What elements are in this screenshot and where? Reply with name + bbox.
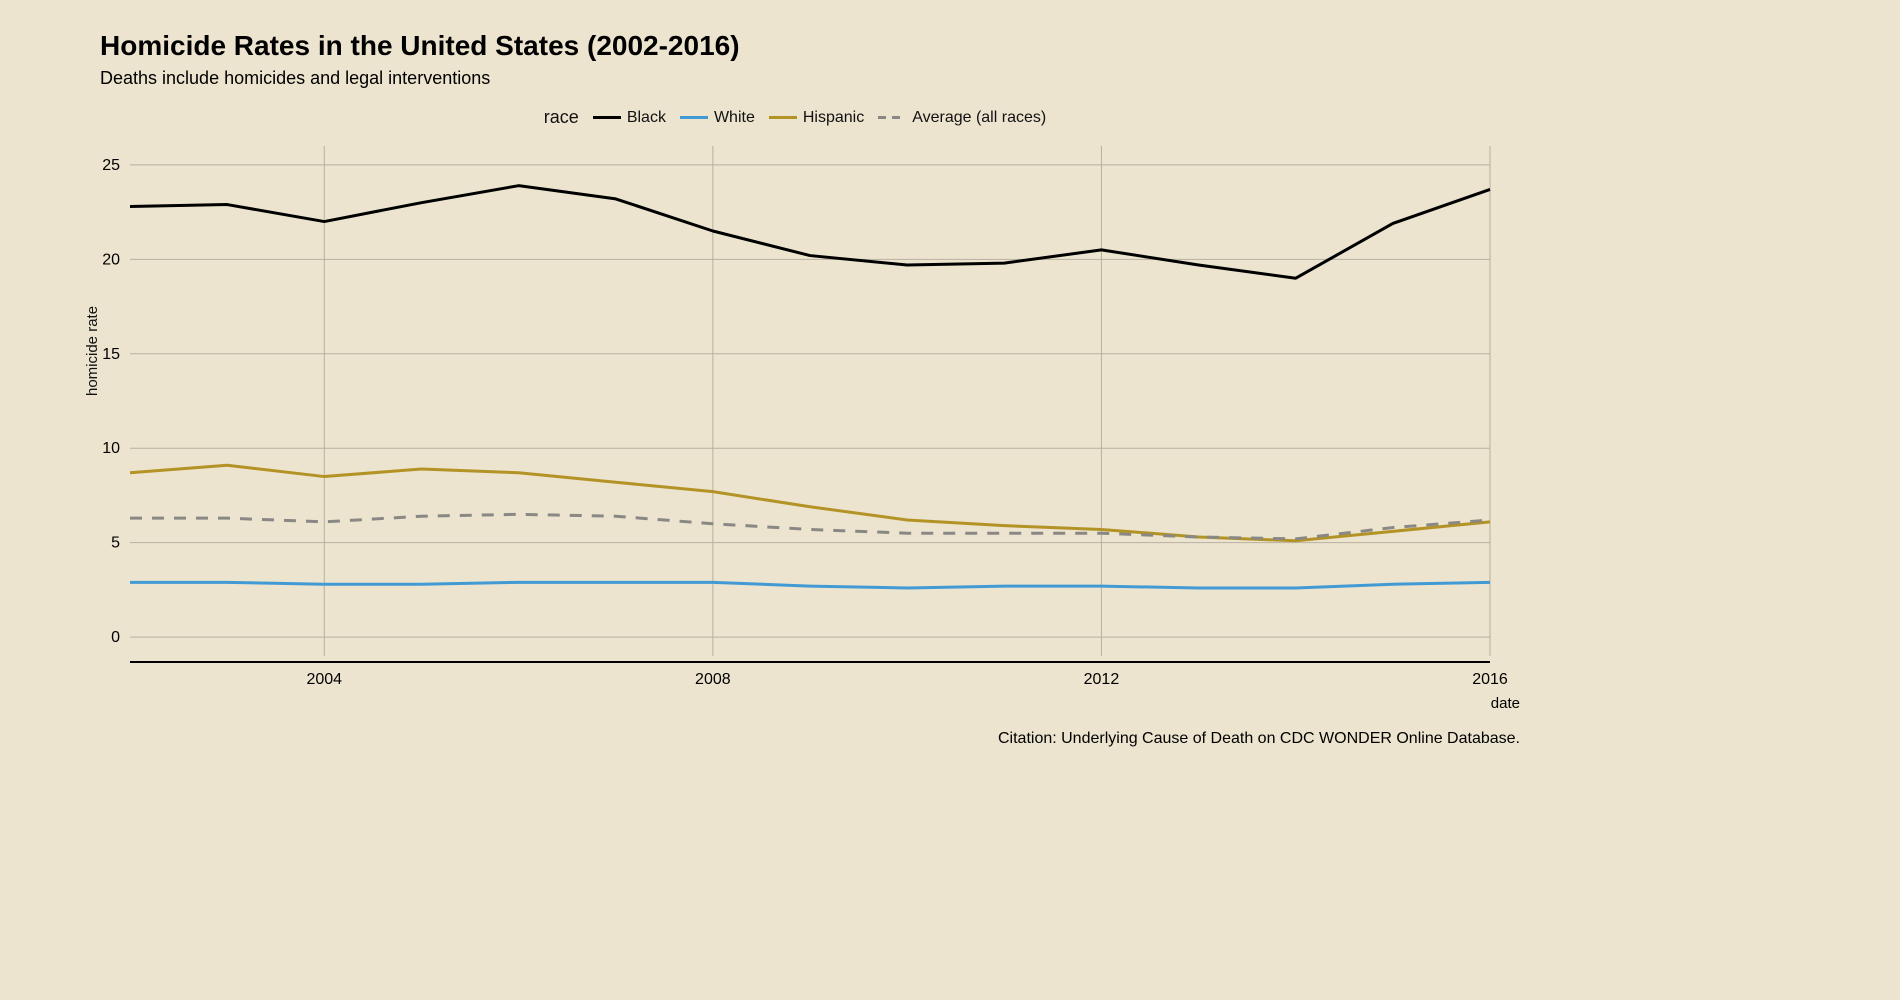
legend-item: Hispanic: [769, 109, 864, 127]
y-tick-label: 15: [102, 346, 120, 363]
series-line: [130, 514, 1490, 539]
chart-svg: 0 5 10 15 20 25 2004 2008 2012 2016: [60, 136, 1520, 696]
x-tick-label: 2016: [1472, 671, 1508, 688]
legend-label: Black: [627, 109, 666, 127]
legend-title: race: [544, 107, 579, 128]
y-tick-label: 0: [111, 629, 120, 646]
legend-item: Black: [593, 109, 666, 127]
citation-text: Citation: Underlying Cause of Death on C…: [60, 730, 1530, 748]
chart-container: Homicide Rates in the United States (200…: [0, 0, 1570, 820]
series-line: [130, 582, 1490, 588]
legend-swatch: [593, 116, 621, 119]
y-tick-label: 20: [102, 251, 120, 268]
series-line: [130, 465, 1490, 541]
legend: race Black White Hispanic Average (all race…: [60, 107, 1530, 128]
y-tick-label: 10: [102, 440, 120, 457]
y-tick-label: 5: [111, 535, 120, 552]
legend-item: Average (all races): [878, 109, 1046, 127]
legend-label: Average (all races): [912, 109, 1046, 127]
chart-subtitle: Deaths include homicides and legal inter…: [100, 68, 1530, 89]
y-tick-label: 25: [102, 157, 120, 174]
plot-area: homicide rate 0 5 10 15 20 25 2004 2008 2012 2016…: [60, 136, 1530, 696]
legend-label: White: [714, 109, 755, 127]
x-tick-label: 2012: [1084, 671, 1120, 688]
series-line: [130, 186, 1490, 279]
legend-label: Hispanic: [803, 109, 864, 127]
x-tick-label: 2008: [695, 671, 731, 688]
y-axis-label: homicide rate: [84, 306, 101, 396]
legend-item: White: [680, 109, 755, 127]
x-axis-label: date: [1491, 695, 1520, 712]
legend-swatch: [769, 116, 797, 119]
chart-title: Homicide Rates in the United States (200…: [100, 30, 1530, 62]
legend-swatch: [680, 116, 708, 119]
legend-swatch: [878, 116, 906, 119]
x-tick-label: 2004: [306, 671, 342, 688]
